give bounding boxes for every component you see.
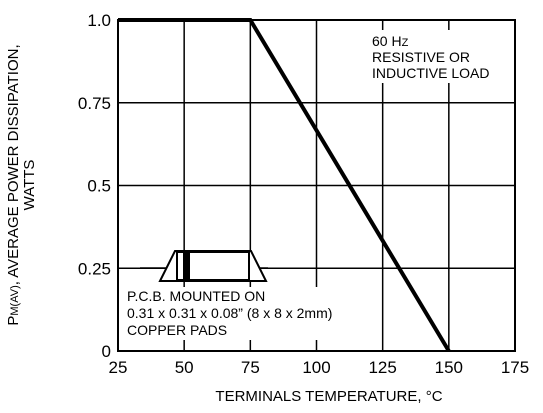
x-tick-label: 100 xyxy=(302,358,330,377)
x-tick-label: 175 xyxy=(501,358,529,377)
pcb-annotation-line1: P.C.B. MOUNTED ON xyxy=(127,288,265,304)
series-line xyxy=(118,18,451,353)
y-axis-label: PM(AV), AVERAGE POWER DISSIPATION, WATTS xyxy=(5,44,38,325)
frequency-annotation: 60 HZ xyxy=(372,33,409,49)
x-tick-label: 50 xyxy=(175,358,194,377)
y-tick-label: 0.5 xyxy=(87,177,111,196)
load-annotation-line2: INDUCTIVE LOAD xyxy=(372,65,489,81)
x-tick-label: 25 xyxy=(109,358,128,377)
y-tick-label: 0.25 xyxy=(78,259,111,278)
annotation-mask-top xyxy=(366,30,512,83)
x-tick-labels: 25 50 75 100 125 150 175 xyxy=(109,358,530,377)
plot-frame xyxy=(117,19,516,352)
x-tick-label: 125 xyxy=(368,358,396,377)
y-tick-label: 0.75 xyxy=(78,94,111,113)
diode-package-icon xyxy=(140,250,268,282)
y-axis-label-line2: WATTS xyxy=(21,160,38,211)
y-tick-label: 1.0 xyxy=(87,11,111,30)
y-axis-label-line1: PM(AV), AVERAGE POWER DISSIPATION, xyxy=(5,44,22,325)
pcb-annotation-line3: COPPER PADS xyxy=(127,322,227,338)
pcb-annotation-line2: 0.31 x 0.31 x 0.08” (8 x 8 x 2mm) xyxy=(127,305,332,321)
y-tick-label: 0 xyxy=(102,342,111,361)
annotation-mask-bottom xyxy=(122,287,378,340)
load-annotation-line1: RESISTIVE OR xyxy=(372,49,470,65)
y-tick-labels: 0 0.25 0.5 0.75 1.0 xyxy=(78,11,111,361)
x-tick-label: 150 xyxy=(435,358,463,377)
x-tick-label: 75 xyxy=(241,358,260,377)
x-axis-label: TERMINALS TEMPERATURE, °C xyxy=(215,388,442,405)
